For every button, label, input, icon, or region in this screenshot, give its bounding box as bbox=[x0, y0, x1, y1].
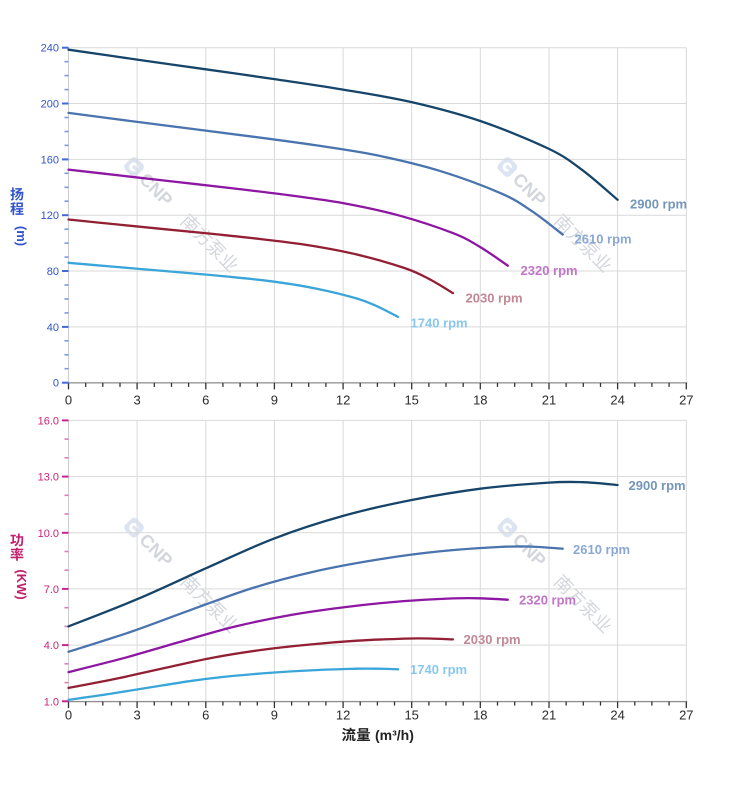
svg-text:1740 rpm: 1740 rpm bbox=[411, 316, 468, 331]
svg-text:9: 9 bbox=[271, 708, 278, 723]
svg-text:0: 0 bbox=[65, 708, 72, 723]
svg-text:1740 rpm: 1740 rpm bbox=[410, 662, 467, 677]
svg-text:1.0: 1.0 bbox=[44, 696, 59, 708]
svg-text:16.0: 16.0 bbox=[38, 415, 59, 427]
svg-text:7.0: 7.0 bbox=[44, 584, 59, 596]
svg-text:21: 21 bbox=[542, 393, 556, 408]
svg-text:12: 12 bbox=[336, 393, 350, 408]
svg-text:2900 rpm: 2900 rpm bbox=[630, 197, 687, 212]
svg-text:2900 rpm: 2900 rpm bbox=[629, 478, 686, 493]
svg-text:200: 200 bbox=[41, 99, 59, 111]
svg-text:(KW): (KW) bbox=[14, 569, 29, 599]
svg-text:40: 40 bbox=[47, 322, 59, 334]
svg-text:160: 160 bbox=[41, 154, 59, 166]
svg-text:10.0: 10.0 bbox=[38, 528, 59, 540]
svg-text:15: 15 bbox=[404, 708, 418, 723]
svg-text:3: 3 bbox=[133, 393, 140, 408]
svg-text:27: 27 bbox=[679, 393, 693, 408]
svg-text:4.0: 4.0 bbox=[44, 640, 59, 652]
svg-text:24: 24 bbox=[610, 708, 624, 723]
svg-text:6: 6 bbox=[202, 393, 209, 408]
svg-text:13.0: 13.0 bbox=[38, 472, 59, 484]
svg-text:3: 3 bbox=[133, 708, 140, 723]
svg-text:(m³/h): (m³/h) bbox=[375, 727, 414, 743]
svg-text:2320 rpm: 2320 rpm bbox=[519, 593, 576, 608]
svg-text:6: 6 bbox=[202, 708, 209, 723]
svg-text:80: 80 bbox=[47, 266, 59, 278]
svg-text:0: 0 bbox=[53, 378, 59, 390]
svg-text:240: 240 bbox=[41, 43, 59, 55]
svg-text:12: 12 bbox=[336, 708, 350, 723]
svg-text:2030 rpm: 2030 rpm bbox=[464, 632, 521, 647]
svg-text:21: 21 bbox=[542, 708, 556, 723]
svg-text:0: 0 bbox=[65, 393, 72, 408]
svg-text:2610 rpm: 2610 rpm bbox=[573, 542, 630, 557]
svg-text:24: 24 bbox=[610, 393, 624, 408]
svg-text:2320 rpm: 2320 rpm bbox=[521, 263, 578, 278]
svg-text:15: 15 bbox=[404, 393, 418, 408]
svg-text:(m): (m) bbox=[14, 226, 29, 246]
svg-text:18: 18 bbox=[473, 708, 487, 723]
svg-text:9: 9 bbox=[271, 393, 278, 408]
svg-text:27: 27 bbox=[679, 708, 693, 723]
svg-text:2610 rpm: 2610 rpm bbox=[575, 232, 632, 247]
svg-text:18: 18 bbox=[473, 393, 487, 408]
svg-text:120: 120 bbox=[41, 210, 59, 222]
svg-text:2030 rpm: 2030 rpm bbox=[466, 291, 523, 306]
